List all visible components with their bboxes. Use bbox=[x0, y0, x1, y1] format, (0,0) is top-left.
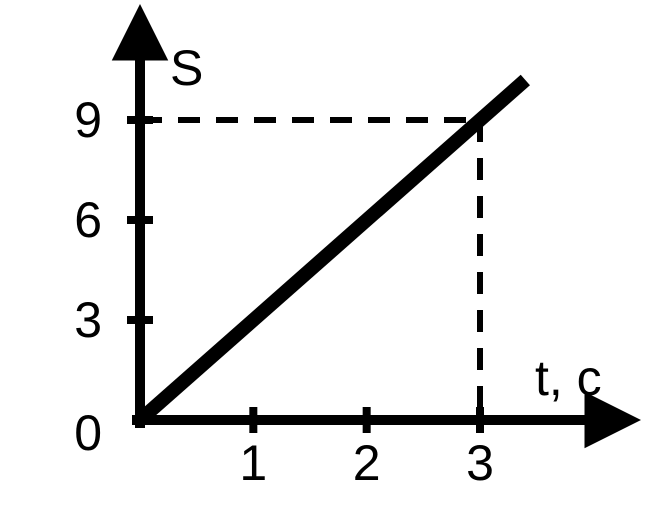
y-tick-label: 9 bbox=[74, 92, 102, 148]
data-line bbox=[140, 80, 525, 420]
x-tick-label: 1 bbox=[239, 435, 267, 491]
x-axis-label: t, c bbox=[535, 350, 602, 406]
y-tick-label: 6 bbox=[74, 192, 102, 248]
x-tick-label: 2 bbox=[353, 435, 381, 491]
x-tick-label: 3 bbox=[466, 435, 494, 491]
y-axis-label: S bbox=[170, 40, 203, 96]
origin-label: 0 bbox=[74, 405, 102, 461]
line-chart: 1 2 3 3 6 9 0 St, c bbox=[0, 0, 669, 522]
y-tick-label: 3 bbox=[74, 292, 102, 348]
